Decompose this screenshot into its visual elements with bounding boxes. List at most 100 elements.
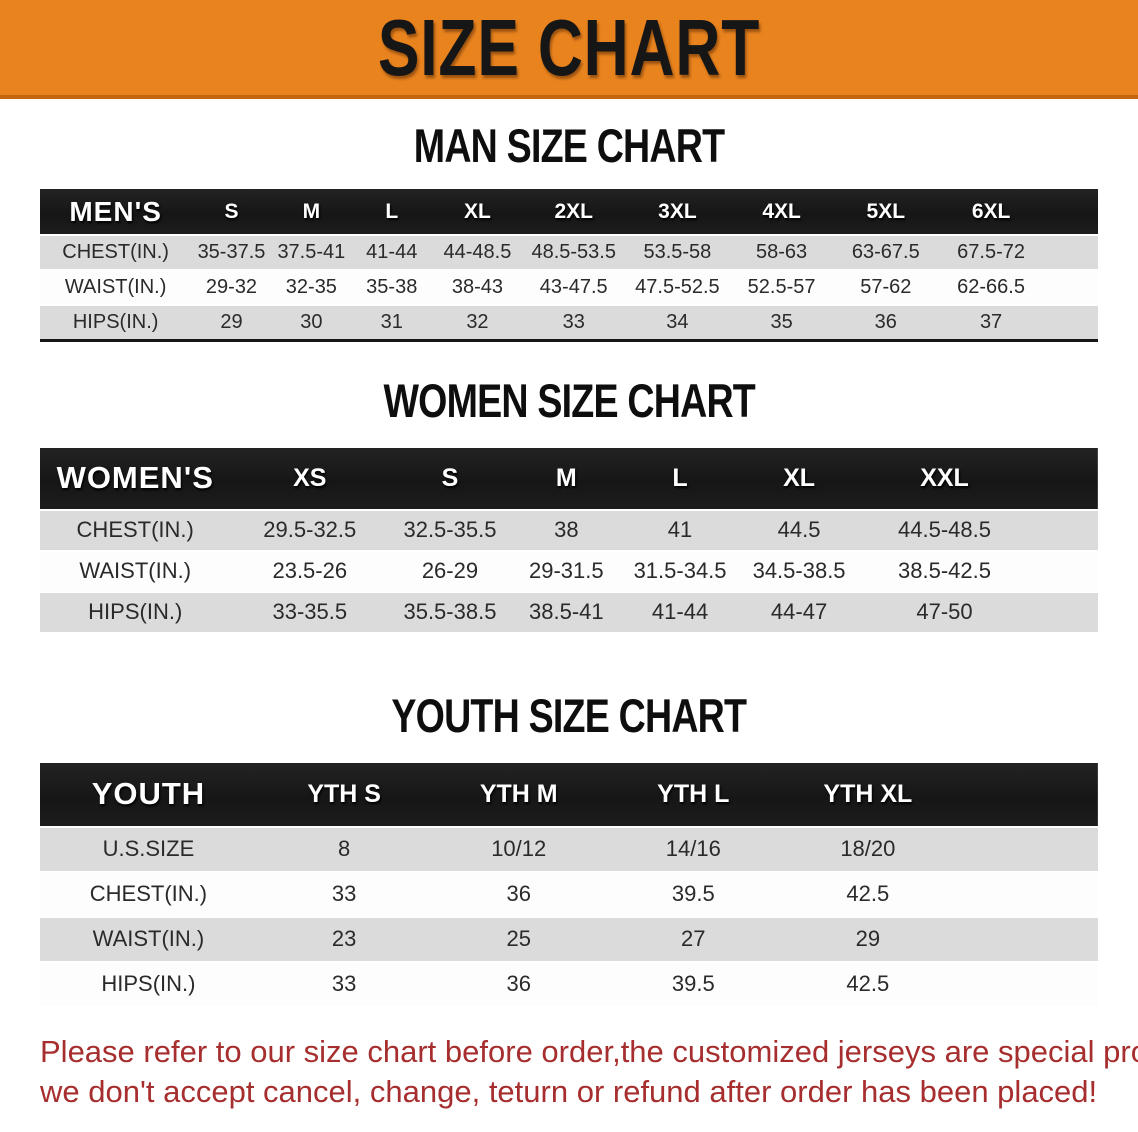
size-value: 32-35: [285, 276, 337, 298]
womens-size-table: WOMEN'S XS S M L XL XXL CHEST(IN.) 29.5-32.5 32.5…: [40, 447, 1098, 634]
size-value: 38.5-41: [529, 599, 604, 624]
order-disclaimer-line-1: Please refer to our size chart before or…: [40, 1033, 1138, 1069]
size-value: 33: [562, 310, 585, 333]
size-value: 29: [855, 926, 881, 951]
size-value: 29.5-32.5: [263, 517, 357, 542]
size-column-header: S: [224, 199, 239, 223]
youth-section-heading-text: YOUTH SIZE CHART: [391, 688, 748, 742]
size-column-header: 6XL: [971, 199, 1011, 223]
row-pad-cell: [1029, 551, 1098, 592]
size-value: 38.5-42.5: [898, 558, 991, 583]
row-pad-cell: [1029, 510, 1098, 551]
table-corner-label: YOUTH: [91, 776, 206, 811]
size-column-header: YTH M: [479, 779, 558, 808]
size-value: 38-43: [451, 276, 504, 298]
mens-table-container: MEN'S S M L XL 2XL 3XL 4XL 5XL 6XL CHEST(IN.) 35-37…: [0, 189, 1138, 342]
womens-section-heading: WOMEN SIZE CHART: [0, 374, 1138, 428]
size-value: 48.5-53.5: [531, 241, 616, 263]
size-value: 44.5: [777, 517, 821, 542]
size-value: 18/20: [840, 836, 896, 861]
mens-size-table: MEN'S S M L XL 2XL 3XL 4XL 5XL 6XL CHEST(IN.) 35-37…: [40, 189, 1098, 342]
row-pad-cell: [955, 917, 1098, 962]
size-value: 42.5: [846, 971, 890, 996]
size-value: 31: [380, 310, 403, 333]
size-value: 35-38: [366, 276, 418, 298]
table-row: CHEST(IN.) 33 36 39.5 42.5: [40, 871, 1098, 917]
size-value: 23.5-26: [272, 558, 348, 583]
size-value: 44.5-48.5: [898, 517, 991, 542]
size-column-header: YTH XL: [823, 779, 913, 808]
row-label: HIPS(IN.): [101, 971, 196, 996]
size-value: 67.5-72: [957, 241, 1025, 263]
size-table-header-row: WOMEN'S XS S M L XL XXL: [40, 447, 1098, 510]
table-row: CHEST(IN.) 29.5-32.5 32.5-35.5 38 41 44.5 44.5…: [40, 509, 1098, 551]
size-column-header: 4XL: [762, 199, 801, 223]
size-value: 57-62: [860, 276, 912, 298]
size-value: 8: [338, 836, 351, 861]
size-value: 37.5-41: [277, 241, 346, 263]
size-value: 36: [506, 971, 531, 996]
youth-table-container: YOUTH YTH S YTH M YTH L YTH XL U.S.SIZE 8 10/12…: [0, 762, 1138, 1008]
size-column-header: L: [672, 463, 688, 492]
size-table-header-row: MEN'S S M L XL 2XL 3XL 4XL 5XL 6XL: [40, 189, 1098, 235]
size-value: 27: [681, 926, 706, 951]
banner-title: SIZE CHART: [377, 2, 761, 92]
size-column-header: YTH L: [657, 779, 730, 808]
row-pad-cell: [1044, 305, 1098, 340]
size-value: 14/16: [665, 836, 721, 861]
size-value: 25: [506, 926, 531, 951]
size-value: 58-63: [756, 241, 808, 263]
size-table-header-row: YOUTH YTH S YTH M YTH L YTH XL: [40, 762, 1098, 827]
youth-section-heading: YOUTH SIZE CHART: [0, 689, 1138, 743]
size-value: 47.5-52.5: [635, 276, 720, 298]
row-pad-cell: [955, 962, 1098, 1007]
size-column-header: M: [302, 199, 321, 223]
size-value: 34: [666, 310, 689, 333]
row-label: CHEST(IN.): [89, 881, 208, 906]
table-row: CHEST(IN.) 35-37.5 37.5-41 41-44 44-48.5 48.5…: [40, 235, 1098, 270]
size-value: 39.5: [671, 881, 715, 906]
size-value: 23: [331, 926, 357, 951]
size-value: 43-47.5: [539, 276, 608, 298]
table-row: HIPS(IN.) 33-35.5 35.5-38.5 38.5-41 41-44 44-…: [40, 591, 1098, 633]
row-pad-cell: [1044, 270, 1098, 305]
size-value: 33: [331, 881, 357, 906]
table-row: WAIST(IN.) 23 25 27 29: [40, 916, 1098, 962]
row-label: U.S.SIZE: [102, 836, 195, 861]
size-value: 34.5-38.5: [752, 558, 846, 583]
size-value: 36: [874, 310, 897, 333]
size-value: 10/12: [491, 836, 547, 861]
order-disclaimer-line-2: we don't accept cancel, change, teturn o…: [40, 1073, 1098, 1109]
size-column-header: 3XL: [658, 199, 697, 223]
size-value: 32.5-35.5: [403, 517, 497, 542]
header-pad-cell: [1044, 189, 1098, 235]
size-value: 44-48.5: [443, 241, 512, 263]
size-chart-banner: SIZE CHART: [0, 0, 1138, 99]
size-value: 41-44: [366, 241, 418, 263]
size-column-header: 5XL: [866, 199, 906, 223]
row-pad-cell: [955, 872, 1098, 917]
row-label: HIPS(IN.): [72, 310, 159, 333]
size-column-header: M: [555, 463, 577, 492]
size-value: 52.5-57: [747, 276, 816, 298]
womens-section-heading-text: WOMEN SIZE CHART: [383, 373, 755, 427]
size-value: 29: [220, 310, 243, 333]
size-column-header: YTH S: [307, 779, 381, 808]
row-label: WAIST(IN.): [64, 276, 167, 298]
size-value: 29-32: [205, 276, 258, 298]
size-column-header: S: [441, 463, 459, 492]
size-value: 30: [300, 310, 323, 333]
size-value: 26-29: [421, 558, 479, 583]
size-value: 53.5-58: [643, 241, 712, 263]
header-pad-cell: [955, 763, 1098, 827]
size-column-header: XL: [783, 463, 816, 492]
row-label: WAIST(IN.): [79, 558, 192, 583]
size-value: 38: [554, 517, 579, 542]
size-value: 33-35.5: [272, 599, 348, 624]
size-value: 33: [331, 971, 357, 996]
row-label: HIPS(IN.): [88, 599, 183, 624]
size-value: 42.5: [846, 881, 890, 906]
size-value: 39.5: [671, 971, 715, 996]
size-value: 32: [466, 310, 489, 333]
size-value: 44-47: [770, 599, 828, 624]
